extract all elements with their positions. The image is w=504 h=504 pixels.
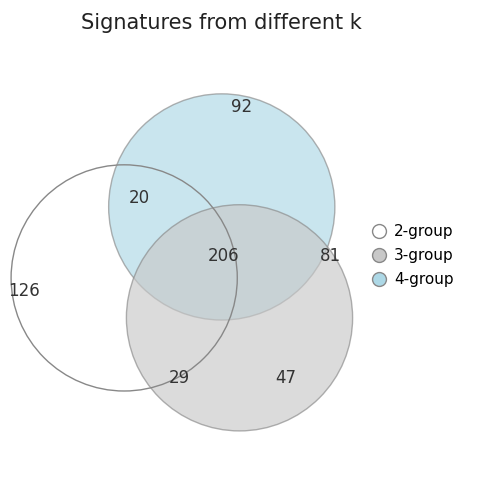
Circle shape	[127, 205, 353, 431]
Text: 47: 47	[276, 369, 296, 387]
Text: 92: 92	[231, 98, 253, 116]
Text: 20: 20	[129, 189, 150, 207]
Text: 126: 126	[9, 282, 40, 300]
Text: 206: 206	[208, 247, 240, 265]
Legend: 2-group, 3-group, 4-group: 2-group, 3-group, 4-group	[371, 224, 454, 287]
Circle shape	[109, 94, 335, 320]
Text: 81: 81	[320, 247, 341, 265]
Title: Signatures from different k: Signatures from different k	[81, 13, 362, 33]
Text: 29: 29	[169, 369, 190, 387]
